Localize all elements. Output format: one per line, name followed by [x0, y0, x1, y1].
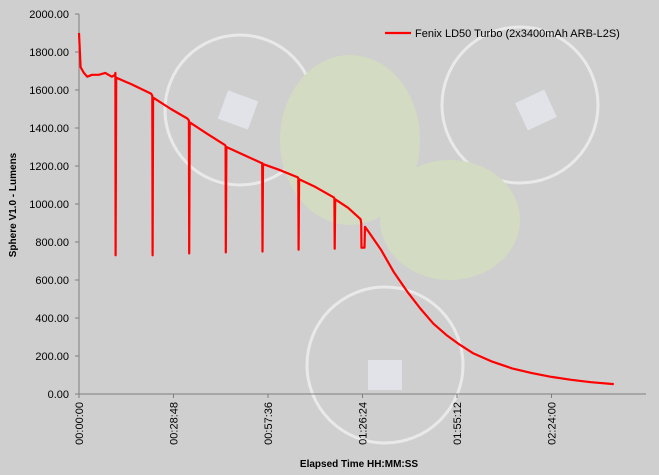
y-tick-label: 1400.00 — [29, 123, 69, 135]
x-tick-label: 00:57:36 — [263, 402, 275, 445]
y-tick-labels: 0.00 200.00 400.00 600.00 800.00 1000.00 1200.… — [29, 9, 69, 401]
y-tick-label: 0.00 — [48, 389, 69, 401]
x-tick-label: 00:00:00 — [74, 402, 86, 445]
x-tick-label: 01:26:24 — [358, 402, 370, 445]
y-tick-label: 2000.00 — [29, 9, 69, 21]
y-tick-label: 400.00 — [35, 313, 69, 325]
legend-label: Fenix LD50 Turbo (2x3400mAh ARB-L2S) — [415, 28, 620, 40]
y-tick-label: 1200.00 — [29, 161, 69, 173]
y-tick-label: 1000.00 — [29, 199, 69, 211]
y-tick-label: 1800.00 — [29, 47, 69, 59]
series-line — [77, 32, 614, 386]
y-tick-label: 800.00 — [35, 237, 69, 249]
y-tick-label: 600.00 — [35, 275, 69, 287]
y-tick-label: 1600.00 — [29, 85, 69, 97]
x-tick-labels: 00:00:00 00:28:48 00:57:36 01:26:24 01:55:12… — [74, 402, 559, 445]
x-tick-label: 00:28:48 — [169, 402, 181, 445]
background-photo — [163, 25, 600, 445]
x-axis-title: Elapsed Time HH:MM:SS — [300, 459, 418, 470]
y-axis-title: Sphere V1.0 - Lumens — [8, 152, 19, 257]
legend: Fenix LD50 Turbo (2x3400mAh ARB-L2S) — [385, 28, 620, 40]
x-tick-label: 02:24:00 — [547, 402, 559, 445]
chart-axes — [75, 13, 646, 398]
x-tick-label: 01:55:12 — [452, 402, 464, 445]
y-tick-label: 200.00 — [35, 351, 69, 363]
